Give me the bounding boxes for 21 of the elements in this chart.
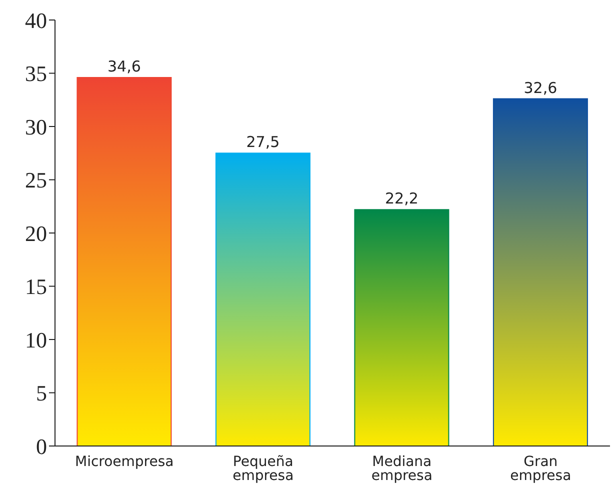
- bar: [215, 152, 310, 446]
- bar: [492, 98, 588, 446]
- y-tick-label: 5: [36, 380, 47, 406]
- y-tick-label: 0: [36, 434, 47, 459]
- data-label: 27,5: [246, 133, 280, 152]
- y-tick-label: 40: [25, 8, 47, 33]
- y-tick-label: 25: [25, 168, 47, 193]
- y-tick-label: 30: [25, 114, 47, 140]
- bar: [76, 77, 172, 446]
- y-tick-label: 20: [25, 220, 47, 246]
- x-tick-label: Microempresa: [74, 454, 174, 470]
- y-tick-label: 35: [25, 61, 47, 86]
- y-tick-label: 15: [25, 274, 47, 300]
- y-tick-label: 10: [25, 327, 47, 352]
- data-label: 34,6: [107, 58, 141, 76]
- data-label: 32,6: [524, 78, 558, 97]
- bar: [354, 209, 450, 446]
- x-tick-label: Pequeña empresa: [232, 454, 294, 484]
- x-tick-label: Mediana empresa: [371, 454, 432, 484]
- x-tick-label: Gran empresa: [510, 454, 572, 484]
- data-label: 22,2: [384, 190, 418, 208]
